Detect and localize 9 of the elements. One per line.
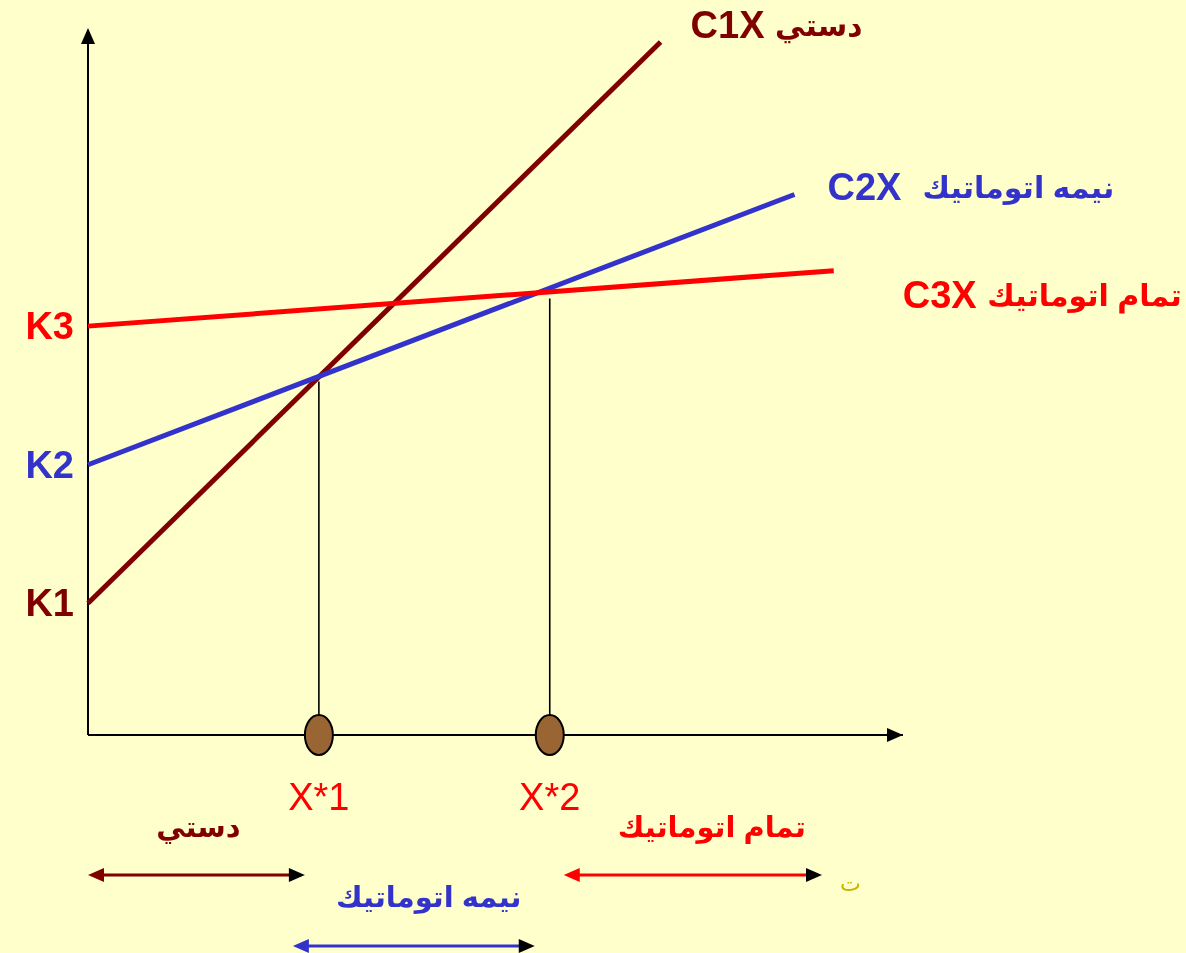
text: تمام اتوماتيك xyxy=(617,811,806,844)
text: نيمه اتوماتيك xyxy=(336,881,522,914)
x-tick-label: X*1 xyxy=(288,776,350,818)
text: K3 xyxy=(25,305,74,348)
x-tick-label: X*2 xyxy=(519,776,581,818)
text: ت xyxy=(840,870,861,896)
text: K2 xyxy=(25,443,74,486)
text: دستي xyxy=(156,811,241,844)
text: K1 xyxy=(25,582,74,625)
